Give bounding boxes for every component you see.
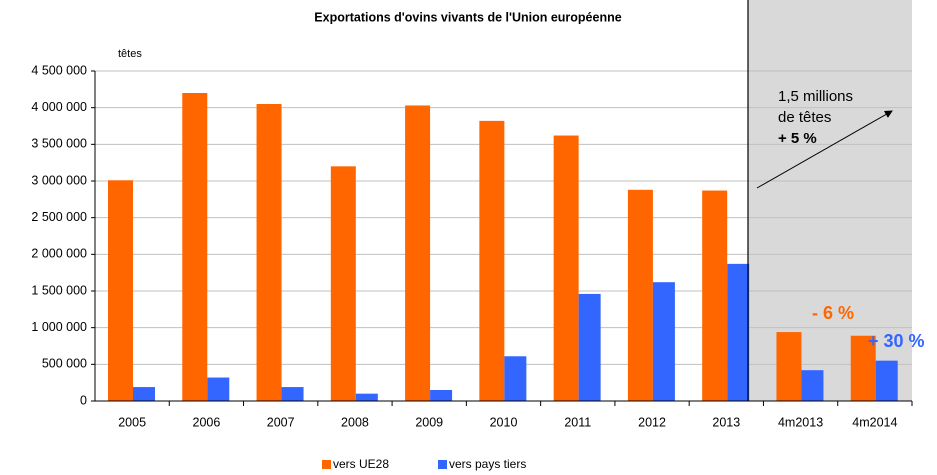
x-tick-label: 4m2013: [778, 415, 823, 429]
y-tick-label: 500 000: [42, 357, 87, 371]
bar: [355, 393, 378, 401]
bar: [801, 370, 824, 401]
y-axis-label: têtes: [118, 48, 142, 60]
bar: [182, 93, 208, 401]
bar: [405, 105, 431, 401]
x-tick-label: 4m2014: [852, 415, 897, 429]
annotation: - 6 %: [812, 303, 854, 323]
bar: [133, 387, 155, 401]
x-tick-label: 2005: [118, 415, 146, 429]
bar: [553, 135, 579, 402]
x-tick-label: 2013: [712, 415, 740, 429]
y-tick-label: 2 500 000: [31, 210, 87, 224]
bar: [627, 189, 653, 401]
bar: [727, 263, 750, 401]
legend-swatch: [438, 460, 447, 469]
bar: [578, 293, 601, 401]
chart-title: Exportations d'ovins vivants de l'Union …: [314, 10, 621, 24]
trend-arrow: [756, 110, 893, 189]
bar: [430, 390, 453, 401]
bar: [875, 360, 898, 401]
annotation: 1,5 millions: [778, 88, 853, 105]
bar: [281, 387, 304, 401]
y-tick-label: 1 000 000: [31, 320, 87, 334]
period-shade: [748, 0, 912, 401]
x-tick-label: 2009: [415, 415, 443, 429]
bar: [850, 335, 876, 401]
bar: [776, 332, 802, 401]
x-tick-label: 2006: [193, 415, 221, 429]
y-tick-label: 3 500 000: [31, 137, 87, 151]
x-tick-label: 2008: [341, 415, 369, 429]
bar: [479, 120, 505, 401]
bar: [330, 166, 356, 401]
bar: [207, 377, 230, 401]
y-tick-label: 1 500 000: [31, 283, 87, 297]
bar: [108, 180, 133, 401]
annotation: de têtes: [778, 109, 831, 126]
bar: [504, 356, 527, 401]
x-tick-label: 2012: [638, 415, 666, 429]
legend-swatch: [322, 460, 331, 469]
legend-label: vers pays tiers: [449, 457, 526, 471]
x-tick-label: 2007: [267, 415, 295, 429]
annotation: + 30 %: [868, 331, 925, 351]
bar: [702, 190, 728, 401]
x-tick-label: 2010: [490, 415, 518, 429]
y-tick-label: 0: [80, 393, 87, 407]
bar: [256, 104, 282, 401]
y-tick-label: 4 000 000: [31, 100, 87, 114]
y-tick-label: 3 000 000: [31, 173, 87, 187]
x-tick-label: 2011: [564, 415, 591, 429]
y-tick-label: 4 500 000: [31, 63, 87, 77]
annotation: + 5 %: [778, 130, 817, 147]
bar: [652, 282, 675, 401]
legend-label: vers UE28: [333, 457, 389, 471]
y-tick-label: 2 000 000: [31, 247, 87, 261]
